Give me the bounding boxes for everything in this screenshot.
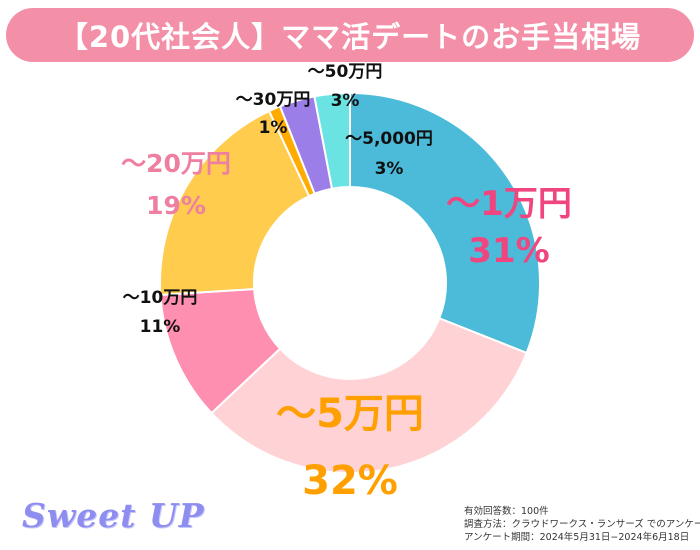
value-label-5: 1%	[259, 118, 288, 138]
value-label-7: 3%	[375, 159, 404, 179]
survey-respondents: 有効回答数：100件	[464, 506, 549, 517]
value-label-4: 19%	[146, 191, 206, 220]
slice-2	[210, 317, 528, 474]
category-label-3: ～10万円	[123, 288, 198, 308]
category-label-1: ～1万円	[446, 184, 572, 224]
value-label-2: 32%	[302, 458, 398, 504]
slice-7	[313, 91, 351, 190]
category-label-6: ～50万円	[308, 62, 383, 82]
value-label-3: 11%	[140, 317, 181, 337]
category-label-5: ～30万円	[236, 90, 311, 110]
brand-logo: Sweet UP	[22, 496, 205, 535]
survey-info: 有効回答数：100件 調査方法：クラウドワークス・ランサーズ でのアンケート ア…	[464, 505, 700, 544]
value-label-1: 31%	[468, 231, 549, 271]
survey-period: アンケート期間：2024年5月31日−2024年6月18日	[464, 532, 690, 543]
slice-1	[349, 91, 541, 355]
title-banner: 【20代社会人】ママ活デートのお手当相場	[6, 8, 694, 62]
category-label-4: ～20万円	[121, 149, 231, 178]
survey-method: 調査方法：クラウドワークス・ランサーズ でのアンケート	[464, 519, 700, 530]
category-label-2: ～5万円	[276, 391, 424, 437]
slice-4	[159, 109, 311, 296]
chart-title: 【20代社会人】ママ活デートのお手当相場	[58, 20, 642, 54]
category-label-7: ～5,000円	[345, 129, 433, 149]
value-label-6: 3%	[331, 91, 360, 111]
